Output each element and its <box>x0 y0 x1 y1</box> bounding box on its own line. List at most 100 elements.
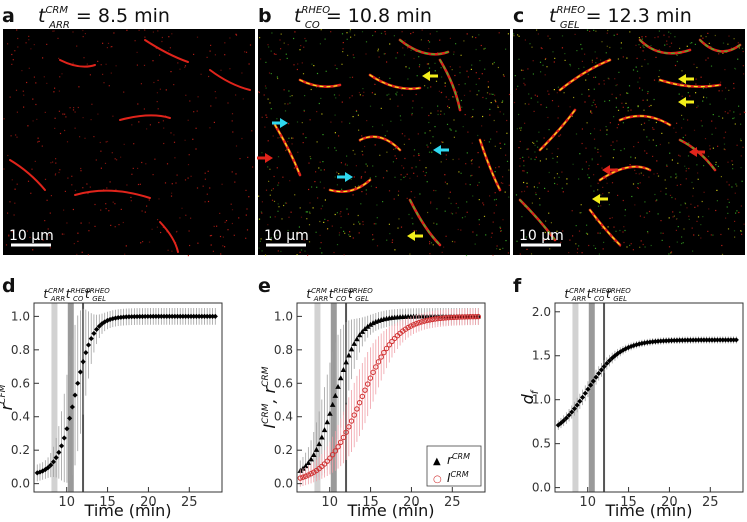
point-r_CFM <box>96 323 102 329</box>
fibril-a-6 <box>119 114 171 121</box>
marker-label-gel-e: tRHEO GEL <box>348 287 373 303</box>
point-d_f <box>585 386 591 392</box>
point-I_CRM <box>354 406 360 412</box>
point-I_CRM <box>427 317 433 323</box>
ytick-label-d: 0.0 <box>11 477 30 491</box>
point-r_CFM <box>137 313 143 320</box>
point-r_CFM <box>139 313 146 320</box>
panel-letter-d: d <box>2 275 16 297</box>
point-I_CRM <box>470 314 476 320</box>
point-I_CRM <box>467 314 473 320</box>
fibril-c-8 <box>618 114 672 127</box>
point-d_f <box>631 342 637 349</box>
point-r_CFM <box>177 313 183 319</box>
point-I_CRM <box>365 381 371 387</box>
point-r_CFM <box>169 313 175 319</box>
point-I_CRM <box>416 320 422 326</box>
point-r_CRM <box>327 410 333 416</box>
point-r_CRM <box>332 392 339 398</box>
micrograph-a <box>3 29 255 255</box>
point-d_f <box>655 338 661 344</box>
ytick-label-f: 0.0 <box>532 481 551 495</box>
point-I_CRM <box>459 314 465 320</box>
panel-letter-a: a <box>2 5 15 27</box>
arrow-0 <box>422 71 438 81</box>
point-r_CFM <box>191 313 197 319</box>
series-r_CFM <box>34 308 218 483</box>
point-I_CRM <box>327 455 333 461</box>
point-d_f <box>606 358 613 364</box>
point-r_CFM <box>64 426 70 432</box>
point-d_f <box>666 338 672 344</box>
point-r_CFM <box>207 313 213 319</box>
point-I_CRM <box>424 317 430 324</box>
point-r_CRM <box>351 340 358 346</box>
plot-frame-e <box>296 302 486 493</box>
point-d_f <box>604 360 610 367</box>
ytick-label-e: 0.0 <box>274 477 293 491</box>
marker-label-gel-d: tRHEO GEL <box>85 287 110 303</box>
point-r_CRM <box>343 359 349 365</box>
ytick-label-e: 0.2 <box>274 443 293 457</box>
point-r_CFM <box>210 313 216 319</box>
point-r_CFM <box>129 314 135 320</box>
fibril-a-4 <box>209 69 251 91</box>
noise-dots-c <box>513 29 746 255</box>
marker-label-co-e: tRHEO CO <box>329 287 354 303</box>
point-I_CRM <box>445 314 452 321</box>
scale-label-b: 10 µm <box>264 228 309 244</box>
point-I_CRM <box>305 472 312 478</box>
panel-letter-e: e <box>258 275 271 297</box>
point-d_f <box>590 378 596 384</box>
point-I_CRM <box>332 448 339 454</box>
point-r_CFM <box>37 469 43 475</box>
point-d_f <box>687 337 694 343</box>
point-I_CRM <box>475 313 481 320</box>
arrow-7 <box>678 97 694 107</box>
point-d_f <box>712 337 718 343</box>
point-r_CFM <box>77 369 84 375</box>
point-I_CRM <box>435 315 441 322</box>
point-d_f <box>720 337 726 343</box>
point-d_f <box>617 349 623 355</box>
ytick-label-e: 1.0 <box>274 309 293 323</box>
point-I_CRM <box>346 424 352 430</box>
point-I_CRM <box>389 338 395 345</box>
point-r_CRM <box>335 383 341 389</box>
xtick-label-f: 20 <box>661 495 678 510</box>
point-r_CFM <box>67 415 73 421</box>
point-d_f <box>641 340 648 346</box>
point-d_f <box>731 337 737 343</box>
point-I_CRM <box>440 315 446 321</box>
point-I_CRM <box>370 369 376 376</box>
point-r_CFM <box>40 468 46 474</box>
point-I_CRM <box>302 473 309 479</box>
plot-frame-f <box>554 302 744 493</box>
point-r_CFM <box>88 335 94 342</box>
point-I_CRM <box>356 399 363 406</box>
point-r_CFM <box>188 313 194 319</box>
legend-e: ▲ rCRM ○ ICRM <box>426 445 482 487</box>
point-I_CRM <box>383 345 390 352</box>
point-d_f <box>569 409 575 415</box>
xtick-label-e: 20 <box>403 495 420 510</box>
xtick-label-f: 15 <box>620 495 637 510</box>
marker-label-arr-e: tCRM ARR <box>306 287 328 303</box>
point-I_CRM <box>297 475 303 481</box>
point-r_CFM <box>99 321 105 327</box>
point-r_CRM <box>329 401 336 407</box>
point-r_CFM <box>150 313 156 320</box>
panel-letter-c: c <box>513 5 524 27</box>
series-d_f <box>555 336 739 430</box>
point-I_CRM <box>367 375 374 381</box>
point-d_f <box>563 415 569 421</box>
ytick-label-d: 1.0 <box>11 309 30 323</box>
point-d_f <box>566 412 572 418</box>
series-I_CRM <box>297 308 481 487</box>
point-r_CFM <box>199 313 205 319</box>
point-I_CRM <box>443 315 449 321</box>
ytick-label-f: 1.5 <box>532 349 551 363</box>
point-r_CFM <box>91 330 97 337</box>
point-r_CRM <box>324 419 331 425</box>
point-d_f <box>652 338 658 345</box>
